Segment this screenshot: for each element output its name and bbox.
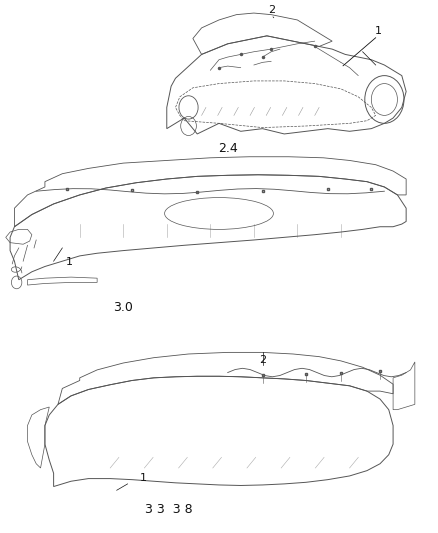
Text: 3.0: 3.0 <box>113 301 133 314</box>
Text: 1: 1 <box>139 473 146 483</box>
Text: 3 3  3 8: 3 3 3 8 <box>145 503 193 516</box>
Text: 2: 2 <box>268 5 275 14</box>
Text: 1: 1 <box>374 26 381 36</box>
Text: 2: 2 <box>259 354 266 365</box>
Text: 1: 1 <box>65 256 72 266</box>
Text: 2.4: 2.4 <box>218 142 237 155</box>
